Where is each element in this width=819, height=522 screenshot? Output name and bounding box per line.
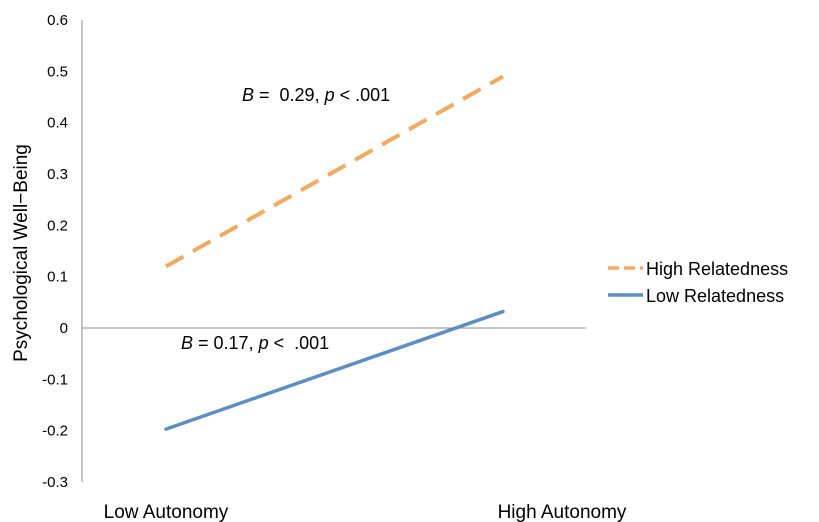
series-line-high-relatedness [165,74,504,269]
annotation-high-p: p [324,85,335,105]
y-tick-label: 0.2 [47,217,68,234]
annotation-low-p: p [258,333,269,353]
y-tick-label: 0.3 [47,166,68,183]
y-tick-label: -0.1 [42,371,68,388]
y-tick-labels: 0.6 0.5 0.4 0.3 0.2 0.1 0 -0.1 -0.2 -0.3 [42,12,68,491]
annotation-high-text: = 0.29, [254,85,325,105]
y-tick-label: -0.3 [42,474,68,491]
y-tick-label: 0.4 [47,115,68,132]
x-category-low-autonomy: Low Autonomy [104,502,229,522]
y-tick-label: 0.6 [47,12,68,29]
legend: High Relatedness Low Relatedness [608,259,788,306]
y-tick-label: -0.2 [42,423,68,440]
y-axis-label: Psychological Well−Being [11,144,32,362]
annotation-high-relatedness: B = 0.29, p < .001 [242,85,390,105]
y-tick-label: 0.1 [47,269,68,286]
series-line-low-relatedness [164,309,505,431]
legend-label-high-relatedness: High Relatedness [646,259,788,279]
y-tick-label: 0 [60,320,68,337]
y-tick-label: 0.5 [47,63,68,80]
annotation-high-b: B [242,85,254,105]
x-category-high-autonomy: High Autonomy [498,502,627,522]
annotation-low-text2: < .001 [269,333,330,353]
legend-label-low-relatedness: Low Relatedness [646,286,784,306]
annotation-low-relatedness: B = 0.17, p < .001 [181,333,329,353]
annotation-low-b: B [181,333,193,353]
annotation-low-text: = 0.17, [193,333,259,353]
annotation-high-text2: < .001 [335,85,391,105]
